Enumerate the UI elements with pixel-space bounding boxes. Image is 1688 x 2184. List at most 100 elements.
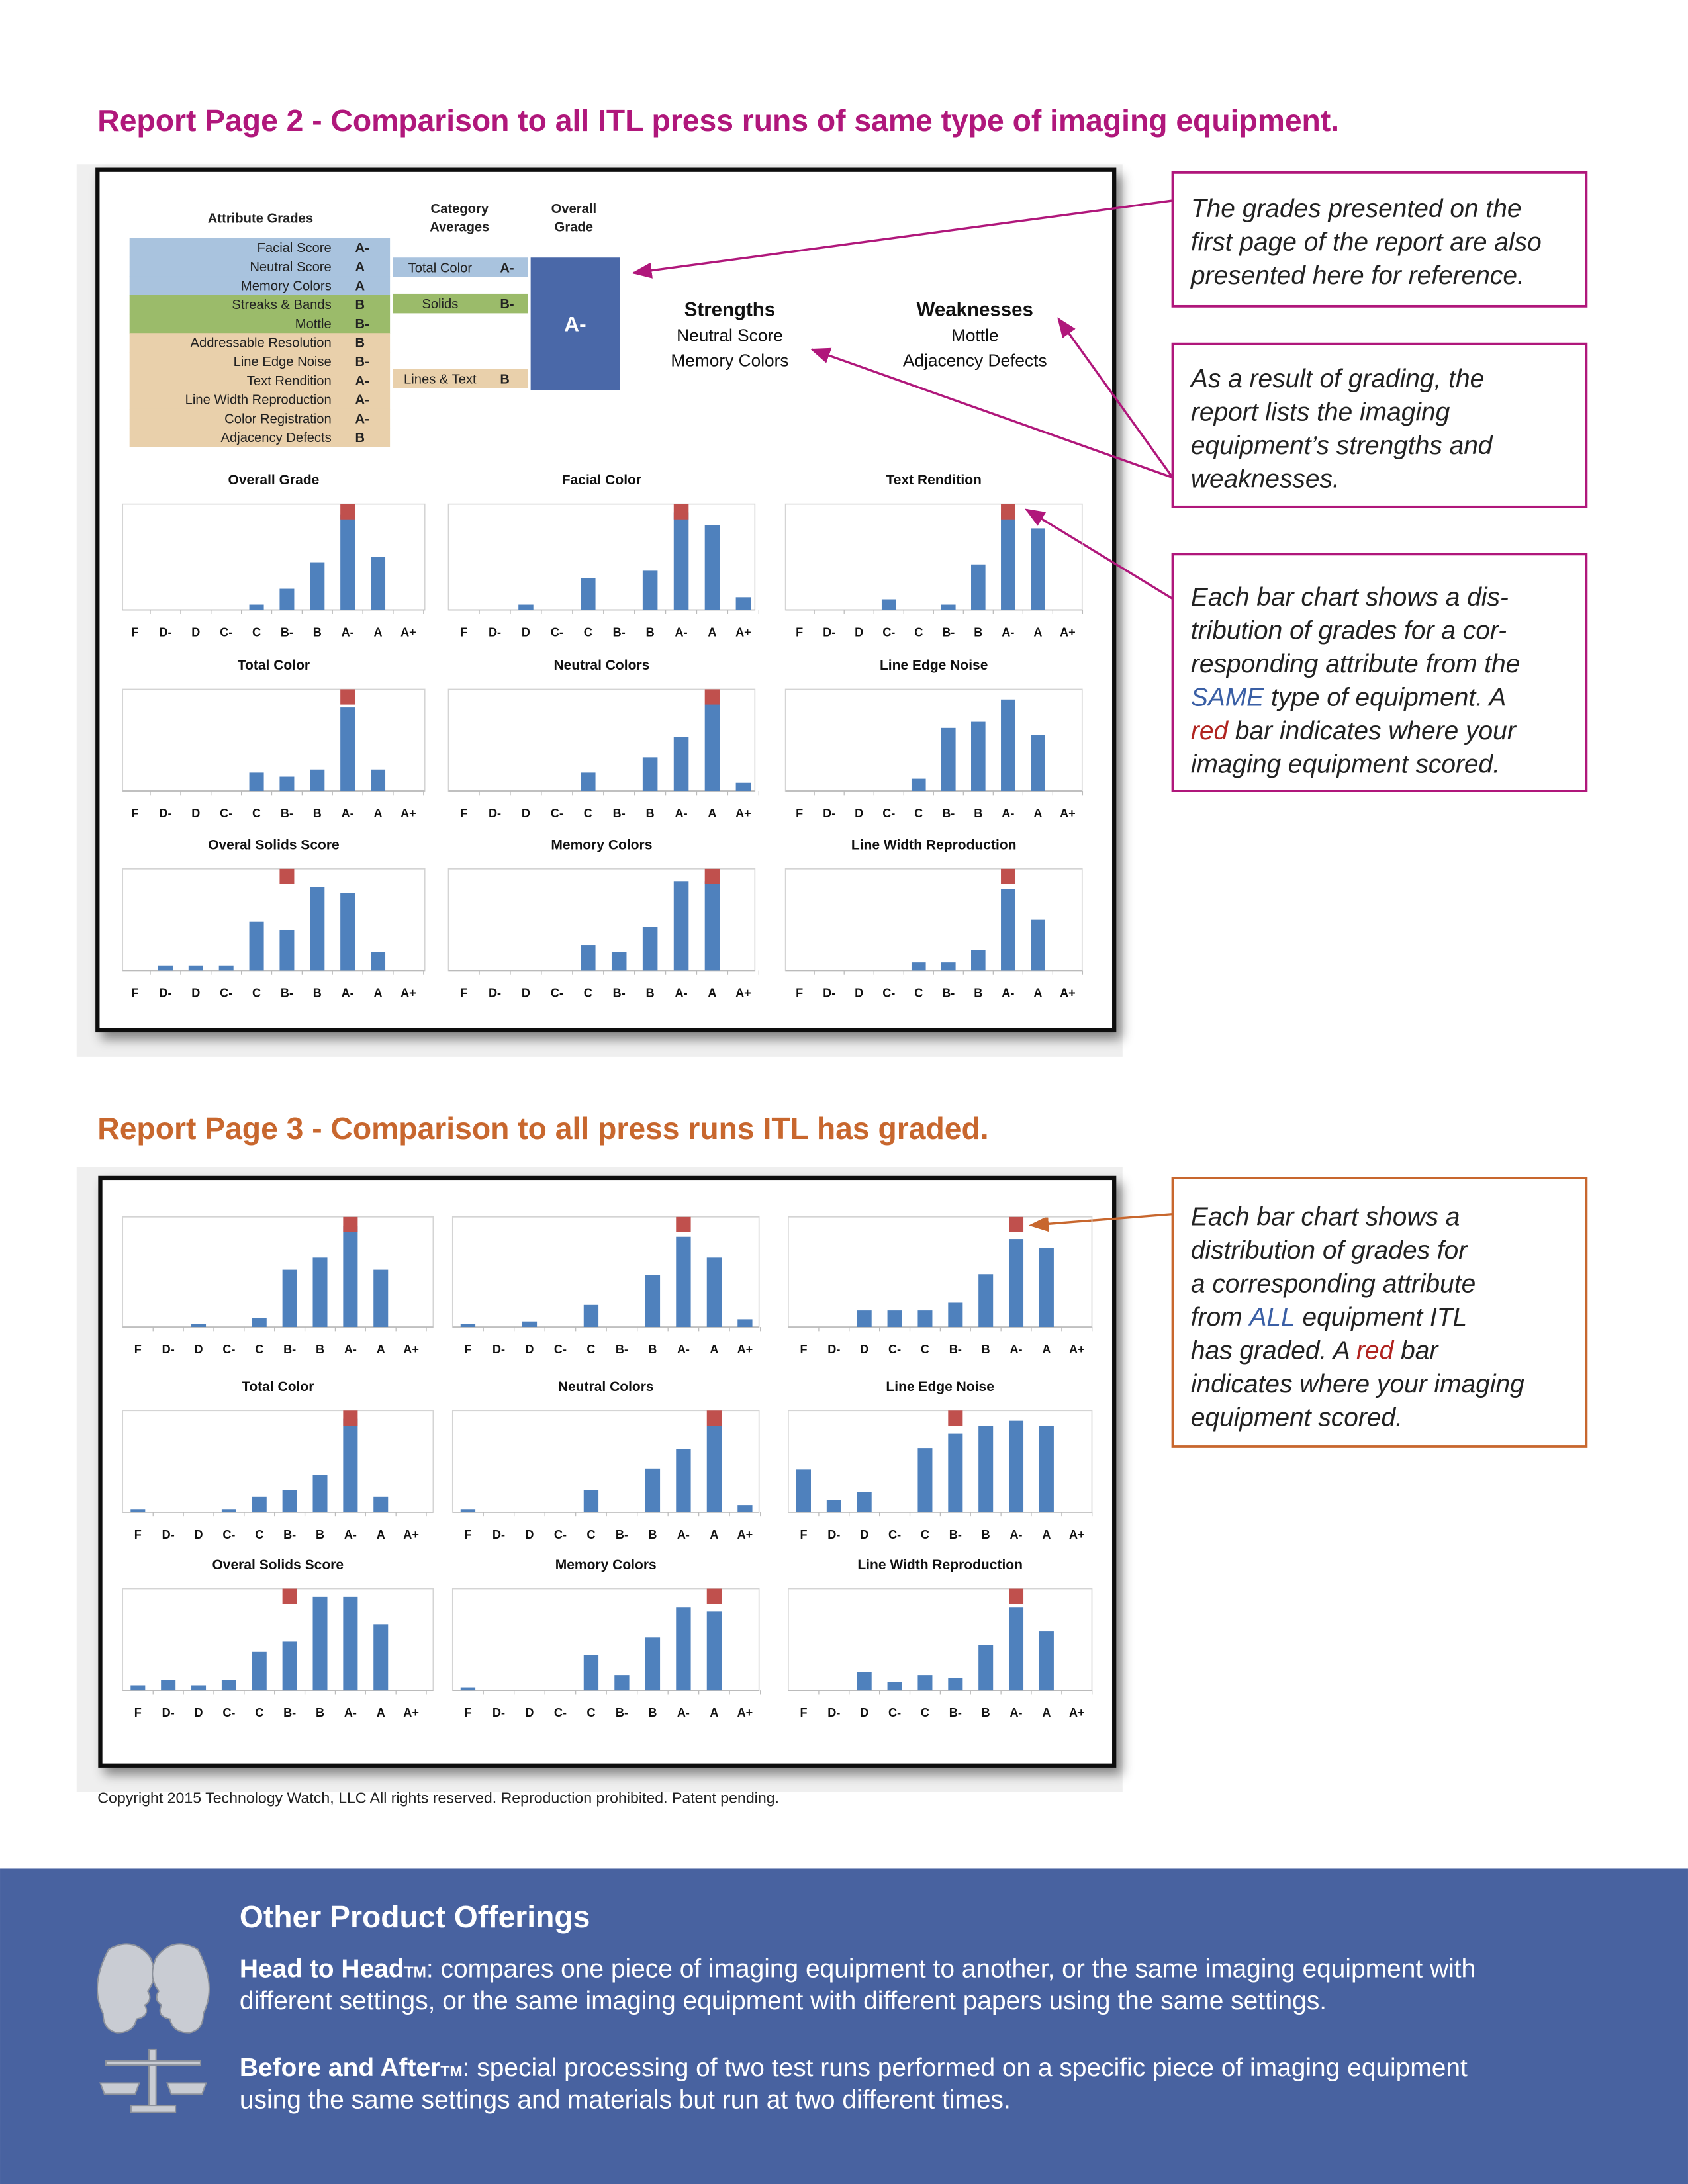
x-tick-label: A+ — [1069, 1706, 1085, 1719]
x-tick-label: D — [522, 807, 530, 820]
bar — [857, 1492, 872, 1512]
x-tick-label: B- — [616, 1706, 628, 1719]
bar — [221, 1680, 236, 1691]
x-tick-label: C- — [220, 986, 232, 999]
callout-segment: responding attribute from the — [1191, 650, 1520, 678]
x-tick-label: F — [800, 1528, 807, 1541]
bar — [161, 1680, 176, 1691]
bar — [917, 1675, 933, 1691]
bar — [279, 929, 295, 971]
x-tick-label: B — [646, 625, 655, 639]
bar — [310, 887, 325, 971]
x-tick-label: F — [460, 807, 467, 820]
heads-icon — [96, 1943, 210, 2034]
x-tick-label: A+ — [403, 1343, 419, 1356]
bar — [1009, 1607, 1024, 1691]
x-tick-label: C — [914, 625, 923, 639]
chart-title: Overal Solids Score — [208, 837, 340, 852]
callout-text: from ALL equipment ITL — [1191, 1303, 1467, 1332]
x-tick-label: D — [522, 625, 530, 639]
x-tick-label: C- — [220, 625, 232, 639]
attribute-grade: A — [355, 279, 365, 293]
bar — [130, 1509, 146, 1512]
x-tick-label: A — [710, 1706, 718, 1719]
x-tick-label: B- — [613, 807, 626, 820]
x-tick-label: D — [860, 1706, 868, 1719]
footer-text: Head to HeadTM: compares one piece of im… — [240, 1955, 1476, 1983]
bar — [252, 1318, 267, 1328]
bar — [857, 1310, 872, 1328]
callout-segment: distribution of grades for — [1191, 1236, 1468, 1265]
product-name: Before and After — [240, 2054, 440, 2082]
attribute-grade: A- — [355, 393, 369, 408]
callout-segment: imaging equipment scored. — [1191, 751, 1500, 779]
score-marker — [1009, 1216, 1024, 1232]
x-tick-label: A — [373, 625, 382, 639]
scales-icon — [99, 2048, 207, 2113]
x-tick-label: C- — [551, 986, 563, 999]
footer-text: Before and AfterTM: special processing o… — [240, 2054, 1468, 2082]
x-tick-label: F — [132, 986, 139, 999]
category-label: Total Color — [408, 261, 473, 275]
x-tick-label: A — [373, 807, 382, 820]
x-tick-label: C- — [554, 1343, 567, 1356]
arrow — [632, 199, 1173, 279]
x-tick-label: F — [460, 986, 467, 999]
callout-segment: The grades presented on the — [1191, 195, 1522, 223]
x-tick-label: C — [584, 625, 592, 639]
x-tick-label: A- — [344, 1706, 357, 1719]
x-tick-label: C- — [882, 986, 895, 999]
bar — [911, 778, 926, 792]
x-tick-label: A+ — [1060, 986, 1076, 999]
callout-text: has graded. A red bar — [1191, 1336, 1440, 1365]
callout-text: presented here for reference. — [1190, 261, 1524, 290]
x-tick-label: A+ — [735, 807, 751, 820]
callout-text: red bar indicates where your — [1191, 717, 1517, 745]
bar — [279, 776, 295, 792]
score-marker — [676, 1216, 691, 1232]
x-tick-label: D — [860, 1528, 868, 1541]
chart-title: Neutral Colors — [554, 658, 650, 673]
bar — [911, 962, 926, 971]
chart-title: Memory Colors — [555, 1557, 657, 1572]
category-row — [393, 369, 528, 388]
score-marker — [340, 504, 355, 520]
x-tick-label: A+ — [737, 1706, 753, 1719]
bar — [796, 1469, 811, 1512]
product-description: : special processing of two test runs pe… — [463, 2054, 1468, 2082]
x-tick-label: A — [1042, 1343, 1051, 1356]
bar — [340, 707, 355, 792]
x-tick-label: A- — [1002, 986, 1014, 999]
x-tick-label: D — [191, 807, 200, 820]
trademark: TM — [404, 1964, 426, 1981]
bar — [941, 604, 956, 610]
bar — [673, 737, 689, 792]
grade-row — [129, 333, 391, 353]
bar — [978, 1426, 994, 1512]
arrow — [810, 347, 1174, 479]
arrow — [1057, 317, 1174, 478]
x-tick-label: B — [648, 1343, 657, 1356]
x-tick-label: B — [974, 986, 982, 999]
bar — [312, 1257, 328, 1328]
x-tick-label: F — [134, 1343, 142, 1356]
callout-text: weaknesses. — [1191, 465, 1340, 493]
x-tick-label: A- — [342, 807, 354, 820]
bar — [460, 1509, 476, 1512]
chart-title: Overal Solids Score — [212, 1557, 344, 1572]
bar — [971, 721, 986, 792]
bar — [676, 1607, 691, 1691]
x-tick-label: A — [377, 1528, 385, 1541]
x-tick-label: A — [1033, 986, 1042, 999]
bar — [221, 1509, 236, 1512]
x-tick-label: C — [586, 1528, 595, 1541]
attribute-grade: A- — [355, 374, 369, 388]
x-tick-label: D- — [827, 1706, 840, 1719]
bar — [581, 772, 596, 792]
x-tick-label: A+ — [735, 986, 751, 999]
x-tick-label: D- — [159, 625, 171, 639]
x-tick-label: F — [796, 807, 803, 820]
chart-title: Line Edge Noise — [880, 658, 988, 673]
callout-segment: ALL — [1248, 1303, 1295, 1332]
bar — [645, 1468, 661, 1512]
